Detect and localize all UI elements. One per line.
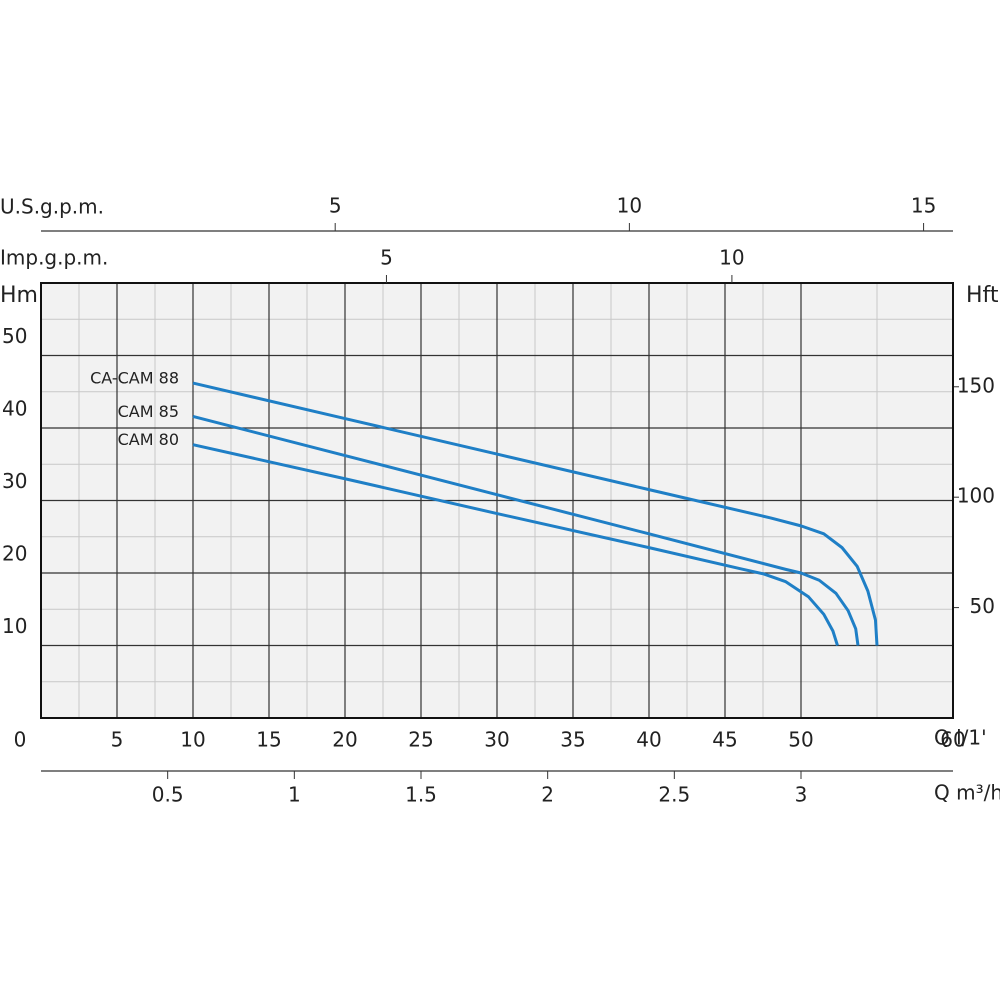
top-tick-label: 10 bbox=[617, 194, 642, 218]
x-tick-label: 0 bbox=[14, 728, 27, 752]
x-tick-label: 5 bbox=[111, 728, 124, 752]
x-tick-label: 45 bbox=[712, 728, 737, 752]
curve bbox=[192, 381, 879, 646]
top-axis-label: U.S.g.p.m. bbox=[0, 195, 104, 219]
curve bbox=[192, 443, 839, 646]
bottom-tick-label: 2.5 bbox=[658, 783, 690, 807]
top-tick-label: 5 bbox=[329, 194, 342, 218]
y-tick-label: 30 bbox=[2, 469, 27, 493]
y2-tick-label: 150 bbox=[957, 373, 995, 397]
x-tick-label: 60 bbox=[940, 728, 965, 752]
y-tick-label: 40 bbox=[2, 397, 27, 421]
y-tick-label: 10 bbox=[2, 614, 27, 638]
x-tick-label: 50 bbox=[788, 728, 813, 752]
x-tick-label: 25 bbox=[408, 728, 433, 752]
x-axis-label: Q l/1' bbox=[934, 726, 987, 750]
curve bbox=[192, 414, 860, 646]
x-tick-label: 35 bbox=[560, 728, 585, 752]
y-tick-label: 50 bbox=[2, 324, 27, 348]
bottom-tick-label: 0.5 bbox=[152, 783, 184, 807]
plot-border bbox=[40, 282, 954, 719]
series-label: CAM 85 bbox=[118, 402, 179, 421]
bottom-tick-label: 2 bbox=[541, 783, 554, 807]
x-tick-label: 20 bbox=[332, 728, 357, 752]
top-axis-label: Imp.g.p.m. bbox=[0, 246, 108, 270]
x-tick-label: 10 bbox=[180, 728, 205, 752]
y-tick-label: 20 bbox=[2, 542, 27, 566]
x-tick-label: 30 bbox=[484, 728, 509, 752]
bottom-tick-label: 1.5 bbox=[405, 783, 437, 807]
x-tick-label: 40 bbox=[636, 728, 661, 752]
x-tick-label: 15 bbox=[256, 728, 281, 752]
top-tick-label: 15 bbox=[911, 194, 936, 218]
y2-axis-label: Hft bbox=[966, 283, 999, 308]
y2-tick-label: 50 bbox=[970, 594, 995, 618]
series-label: CA-CAM 88 bbox=[90, 369, 179, 388]
bottom-tick-label: 3 bbox=[795, 783, 808, 807]
y2-tick-label: 100 bbox=[957, 484, 995, 508]
series-label: CAM 80 bbox=[118, 430, 179, 449]
x2-axis-label: Q m³/h bbox=[934, 781, 1000, 805]
top-tick-label: 10 bbox=[719, 246, 744, 270]
y-axis-label: Hm bbox=[0, 283, 38, 308]
bottom-tick-label: 1 bbox=[288, 783, 301, 807]
top-tick-label: 5 bbox=[380, 246, 393, 270]
